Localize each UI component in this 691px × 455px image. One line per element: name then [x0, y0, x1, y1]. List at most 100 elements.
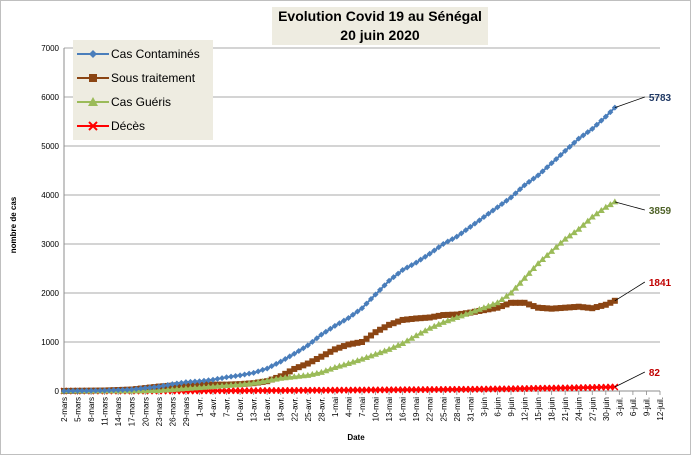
x-tick-label: 8-mars: [87, 397, 96, 422]
data-point: [150, 387, 158, 394]
data-point: [155, 383, 162, 390]
data-point: [417, 256, 424, 263]
data-point: [570, 229, 578, 236]
data-point: [440, 312, 447, 319]
data-point: [259, 366, 266, 373]
data-point: [597, 207, 605, 214]
series-end-label: 82: [649, 368, 661, 379]
data-point: [539, 305, 546, 312]
x-tick-label: 21-juin: [561, 397, 570, 421]
data-point: [430, 322, 438, 329]
data-point: [79, 387, 86, 394]
data-point: [304, 360, 311, 367]
label-leader: [614, 371, 646, 388]
data-point: [502, 292, 510, 299]
x-tick-label: 9-juil.: [642, 397, 651, 416]
legend-item-gueris: Cas Guéris: [73, 92, 213, 112]
series-end-label: 5783: [649, 93, 672, 104]
x-tick-label: 30-juin: [602, 397, 611, 421]
x-tick-label: 7-mai: [358, 397, 367, 417]
data-point: [146, 384, 153, 391]
data-point: [584, 129, 591, 136]
x-tick-label: 13-avr.: [250, 397, 259, 421]
data-point: [137, 385, 144, 392]
data-point: [345, 314, 352, 321]
data-point: [412, 332, 420, 339]
data-point: [503, 197, 510, 204]
data-point: [250, 369, 257, 376]
data-point: [471, 307, 479, 314]
data-point: [471, 220, 478, 227]
data-point: [322, 367, 330, 374]
data-point: [535, 172, 542, 179]
data-point: [602, 203, 610, 210]
data-point: [286, 353, 293, 360]
data-point: [517, 186, 524, 193]
label-leader: [614, 281, 646, 302]
data-point: [381, 347, 389, 354]
data-point: [381, 282, 388, 289]
data-point: [489, 305, 496, 312]
y-tick-label: 5000: [41, 142, 59, 151]
data-point: [61, 387, 67, 394]
data-point: [466, 309, 474, 316]
legend-label: Cas Guéris: [111, 95, 172, 109]
data-point: [485, 306, 492, 313]
data-point: [191, 378, 198, 385]
data-point: [399, 339, 407, 346]
data-point: [426, 324, 434, 331]
data-point: [128, 386, 135, 393]
data-point: [264, 365, 271, 372]
data-point: [268, 363, 275, 370]
data-point: [386, 321, 393, 328]
data-point: [340, 343, 347, 350]
data-point: [354, 308, 361, 315]
data-point: [494, 204, 501, 211]
data-point: [395, 270, 402, 277]
data-point: [467, 223, 474, 230]
data-point: [489, 207, 496, 214]
data-point: [444, 317, 452, 324]
data-point: [119, 386, 126, 393]
data-point: [178, 379, 185, 386]
data-point: [205, 377, 212, 384]
data-point: [571, 139, 578, 146]
data-point: [557, 151, 564, 158]
data-point: [363, 300, 370, 307]
gridlines: [64, 47, 660, 343]
chart-title-box: Evolution Covid 19 au Sénégal 20 juin 20…: [272, 7, 488, 45]
data-point: [291, 350, 298, 357]
data-point: [372, 291, 379, 298]
data-point: [512, 190, 519, 197]
data-point: [124, 386, 131, 393]
x-tick-label: 12-juil.: [656, 397, 665, 421]
data-point: [295, 364, 302, 371]
x-tick-label: 14-mars: [114, 397, 123, 426]
data-point: [562, 147, 569, 154]
data-point: [241, 371, 248, 378]
data-point: [169, 381, 176, 388]
x-tick-label: 28-mai: [453, 397, 462, 422]
y-tick-label: 3000: [41, 240, 59, 249]
legend-symbol-traitement: [77, 74, 109, 82]
data-point: [408, 334, 416, 341]
data-point: [439, 318, 447, 325]
data-point: [530, 303, 537, 310]
data-point: [295, 347, 302, 354]
x-tick-label: 1-avr.: [195, 397, 204, 417]
data-point: [449, 236, 456, 243]
data-point: [399, 316, 406, 323]
data-point: [421, 327, 429, 334]
data-point: [368, 332, 375, 339]
data-point: [539, 168, 546, 175]
data-point: [535, 304, 542, 311]
data-point: [557, 305, 564, 312]
legend: Cas Contaminés Sous traitement Cas Guéri…: [73, 40, 213, 140]
data-point: [607, 109, 614, 116]
data-point: [372, 329, 379, 336]
data-point: [286, 368, 293, 375]
data-point: [413, 315, 420, 322]
data-point: [448, 315, 456, 322]
series-lines: [60, 104, 619, 395]
data-point: [359, 339, 365, 345]
